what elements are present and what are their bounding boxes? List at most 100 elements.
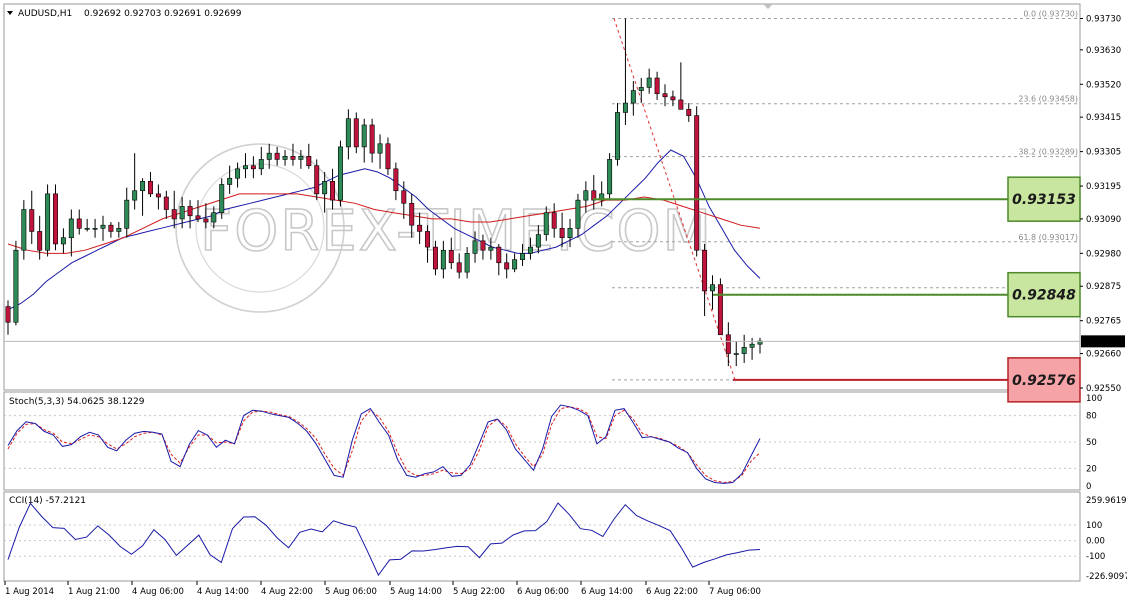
price-tick-label: 0.93090 [1086, 215, 1121, 225]
candle-body [242, 165, 248, 170]
price-tick-label: 0.92765 [1086, 317, 1121, 327]
candle-body [417, 224, 423, 232]
price-pane[interactable] [3, 3, 1081, 391]
candle-body [670, 96, 676, 101]
candle-body [337, 146, 343, 201]
price-tick-label: 0.93520 [1086, 80, 1121, 90]
candle-body [662, 93, 668, 98]
candle-body [148, 181, 153, 195]
candle-body [361, 124, 367, 148]
candle-body [274, 152, 280, 160]
price-tick-label: 0.92550 [1086, 384, 1121, 394]
price-tick-label: 0.92980 [1086, 249, 1121, 259]
candle-body [504, 262, 510, 270]
candle-body [353, 118, 359, 148]
watermark-text: FOREX-TIME.COM [200, 199, 713, 264]
candle-body [377, 143, 383, 154]
candle-body [710, 284, 715, 292]
candle-body [21, 209, 27, 251]
fib-label: 61.8 (0.93017) [1018, 233, 1078, 242]
time-tick-label: 4 Aug 22:00 [261, 587, 313, 597]
candle-body [163, 196, 169, 210]
triangle-down-icon[interactable] [7, 11, 13, 15]
candle-body [266, 152, 272, 160]
candle-body [179, 206, 185, 220]
cci-series-line [7, 502, 761, 577]
candle-body [409, 202, 415, 226]
candle-body [68, 218, 74, 239]
cci-tick-label: 259.9619 [1086, 496, 1127, 506]
time-tick-label: 7 Aug 06:00 [709, 587, 761, 597]
time-tick-label: 5 Aug 22:00 [453, 587, 505, 597]
cci-tick-label: 0.00 [1086, 537, 1105, 547]
candle-body [13, 249, 19, 323]
candle-body [678, 99, 684, 110]
price-axis: 0.93730 0.93630 0.93520 0.93415 0.93305 0.931… [1080, 15, 1125, 394]
candle-body [694, 115, 700, 251]
candle-body [702, 249, 708, 292]
cci-tick-label: -100 [1086, 552, 1105, 562]
level-value: 0.93153 [1012, 192, 1076, 208]
candle-body [567, 228, 573, 239]
cci-line [4, 502, 1080, 577]
candle-body [92, 228, 98, 230]
price-tick-label: 0.92660 [1086, 350, 1121, 360]
candle-body [646, 77, 652, 88]
candle-body [630, 90, 636, 104]
time-tick-label: 6 Aug 06:00 [517, 587, 569, 597]
time-axis: 1 Aug 2014 1 Aug 21:00 4 Aug 06:00 4 Aug 14… [4, 581, 761, 597]
candle-body [5, 306, 11, 323]
candle-body [155, 193, 161, 198]
time-tick-label: 1 Aug 2014 [5, 587, 54, 597]
cci-label: CCI(14) -57.2121 [9, 496, 86, 506]
candle-body [211, 212, 217, 223]
candle-body [488, 246, 494, 251]
candle-body [448, 249, 454, 264]
candle-body [551, 212, 557, 229]
cci-pane[interactable] [3, 491, 1081, 582]
candle-body [520, 253, 526, 260]
cci-tick-label: 100 [1086, 521, 1102, 531]
candle-body [45, 193, 51, 251]
level-box [1007, 271, 1081, 318]
candle-body [235, 168, 241, 179]
candle-body [393, 168, 399, 192]
watermark-logo: FOREX-TIME.COM [175, 143, 713, 313]
candle-body [322, 181, 328, 195]
candle-body [480, 240, 486, 251]
candle-body [37, 231, 43, 251]
candle-body [132, 190, 138, 201]
candle-body [464, 253, 470, 273]
level-box [1007, 357, 1081, 403]
candle-body [440, 249, 446, 270]
candle-body [258, 159, 264, 170]
candle-body [425, 231, 431, 248]
candle-body [29, 209, 35, 232]
time-tick-label: 5 Aug 06:00 [325, 587, 377, 597]
level-value: 0.92848 [1012, 288, 1076, 304]
candle-body [725, 334, 731, 354]
candle-body [559, 228, 565, 239]
candle-body [535, 234, 541, 248]
candle-body [401, 190, 407, 204]
candle-body [195, 215, 201, 220]
candle-body [638, 87, 644, 91]
candle-body [282, 155, 288, 160]
stoch-tick-label: 100 [1086, 394, 1102, 404]
candle-body [369, 124, 375, 154]
candle-body [615, 112, 620, 160]
stochastic-lines [4, 404, 1080, 484]
scroll-marker-icon[interactable] [763, 4, 773, 9]
fib-label: 38.2 (0.93289) [1018, 148, 1078, 157]
price-tick-label: 0.92875 [1086, 282, 1121, 292]
candle-body [290, 155, 296, 160]
stoch-pane[interactable] [3, 391, 1081, 491]
candles [4, 18, 1080, 367]
candle-body [140, 181, 146, 192]
support-resistance-levels: 0.93153 0.92848 0.92576 [593, 176, 1081, 403]
candle-body [741, 346, 747, 354]
candle-body [187, 206, 193, 217]
candle-body [496, 246, 502, 264]
candle-body [84, 228, 90, 230]
